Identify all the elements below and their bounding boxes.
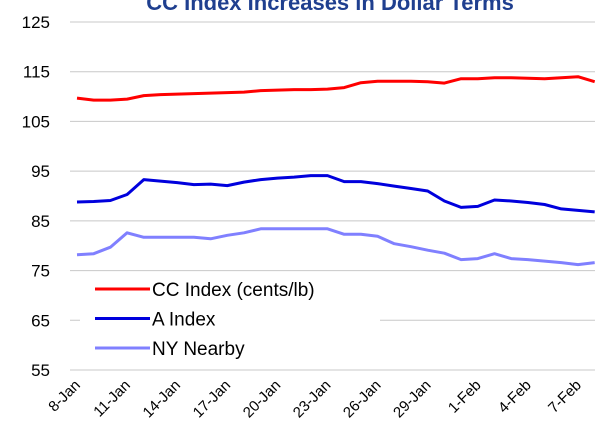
- legend-label: A Index: [152, 310, 216, 331]
- y-tick-label: 115: [23, 63, 50, 82]
- x-tick-label: 7-Feb: [545, 377, 585, 417]
- chart-title: CC Index Increases in Dollar Terms: [146, 0, 514, 15]
- series-line: [76, 174, 595, 214]
- y-tick-label: 125: [22, 13, 50, 32]
- y-tick-label: 55: [31, 361, 50, 380]
- x-tick-label: 29-Jan: [390, 377, 434, 421]
- series-line: [76, 75, 595, 102]
- x-tick-label: 26-Jan: [340, 377, 384, 421]
- x-tick-label: 17-Jan: [190, 377, 234, 421]
- y-tick-label: 65: [31, 311, 50, 330]
- y-tick-label: 95: [31, 162, 50, 181]
- x-tick-label: 23-Jan: [290, 377, 334, 421]
- y-tick-label: 85: [31, 212, 50, 231]
- x-tick-label: 20-Jan: [240, 377, 284, 421]
- x-tick-label: 14-Jan: [140, 377, 184, 421]
- x-tick-label: 11-Jan: [90, 377, 134, 421]
- legend-label: NY Nearby: [152, 339, 245, 360]
- y-tick-label: 75: [31, 262, 50, 281]
- x-tick-label: 4-Feb: [495, 377, 535, 417]
- x-tick-label: 1-Feb: [445, 377, 485, 417]
- x-tick-label: 8-Jan: [45, 377, 84, 416]
- series-line: [76, 227, 595, 267]
- legend-label: CC Index (cents/lb): [152, 280, 315, 301]
- y-tick-label: 105: [22, 112, 50, 131]
